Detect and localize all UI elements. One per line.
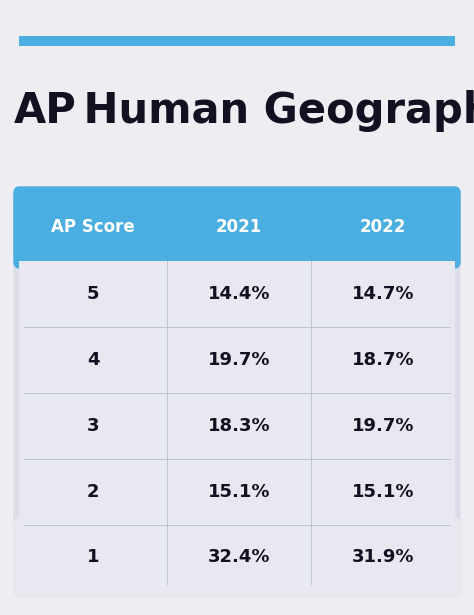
Text: 3: 3 (87, 417, 100, 435)
Text: 19.7%: 19.7% (208, 351, 271, 369)
Text: 31.9%: 31.9% (352, 549, 414, 566)
Text: 2022: 2022 (360, 218, 406, 236)
Text: AP Score: AP Score (51, 218, 135, 236)
Text: 14.4%: 14.4% (208, 285, 271, 303)
Bar (19, 525, 455, 564)
Text: 18.7%: 18.7% (352, 351, 414, 369)
Text: 18.3%: 18.3% (208, 417, 271, 435)
Text: 2: 2 (87, 483, 100, 501)
FancyBboxPatch shape (13, 517, 461, 598)
Text: 4: 4 (87, 351, 100, 369)
Text: 32.4%: 32.4% (208, 549, 271, 566)
FancyBboxPatch shape (13, 186, 461, 598)
Bar (19, 459, 455, 525)
Text: 19.7%: 19.7% (352, 417, 414, 435)
Text: 14.7%: 14.7% (352, 285, 414, 303)
Bar (19, 327, 455, 393)
Bar (19, 261, 455, 327)
FancyBboxPatch shape (13, 186, 461, 269)
Bar (19, 234, 455, 261)
Text: Human Geography: Human Geography (69, 90, 474, 132)
Text: 5: 5 (87, 285, 100, 303)
Text: 1: 1 (87, 549, 100, 566)
Text: 2021: 2021 (216, 218, 262, 236)
Text: 15.1%: 15.1% (208, 483, 271, 501)
Text: AP: AP (14, 90, 77, 132)
Bar (19, 36, 455, 46)
Bar (19, 393, 455, 459)
Text: 15.1%: 15.1% (352, 483, 414, 501)
